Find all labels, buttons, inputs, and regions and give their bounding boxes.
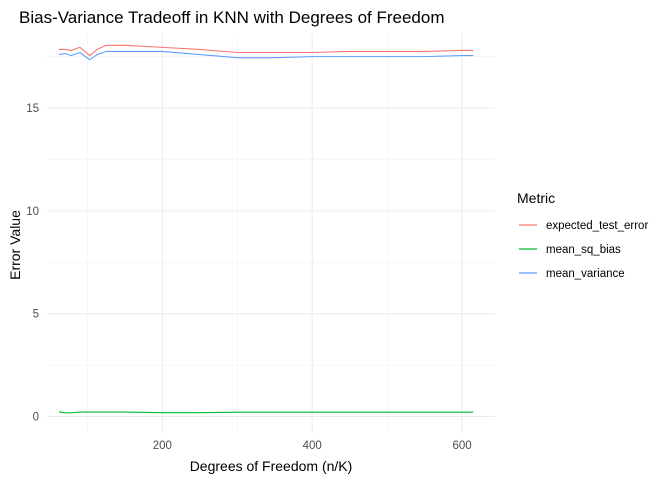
x-tick-label: 200: [153, 440, 172, 452]
series-line-mean-sq-bias: [58, 411, 474, 414]
y-axis-title: Error Value: [7, 210, 23, 280]
plot-lines: [58, 44, 474, 414]
chart-title: Bias-Variance Tradeoff in KNN with Degre…: [19, 8, 445, 27]
legend-label-mean-sq-bias: mean_sq_bias: [546, 244, 621, 256]
grid: [47, 34, 495, 433]
x-axis-title: Degrees of Freedom (n/K): [190, 458, 353, 474]
x-tick-label: 600: [452, 440, 471, 452]
legend-title: Metric: [517, 190, 555, 206]
series-line-expected-test-error: [58, 44, 474, 57]
axis-ticks: 200 400 600 0 5 10 15: [26, 103, 471, 452]
y-tick-label: 0: [33, 412, 39, 424]
series-line-mean-variance: [58, 50, 474, 61]
legend-label-mean-variance: mean_variance: [546, 268, 625, 280]
y-tick-label: 15: [26, 103, 39, 115]
y-tick-label: 5: [33, 309, 39, 321]
legend-label-expected-test-error: expected_test_error: [546, 220, 648, 232]
x-tick-label: 400: [303, 440, 322, 452]
y-tick-label: 10: [26, 206, 39, 218]
legend: Metric expected_test_error mean_sq_biasme…: [517, 190, 648, 280]
